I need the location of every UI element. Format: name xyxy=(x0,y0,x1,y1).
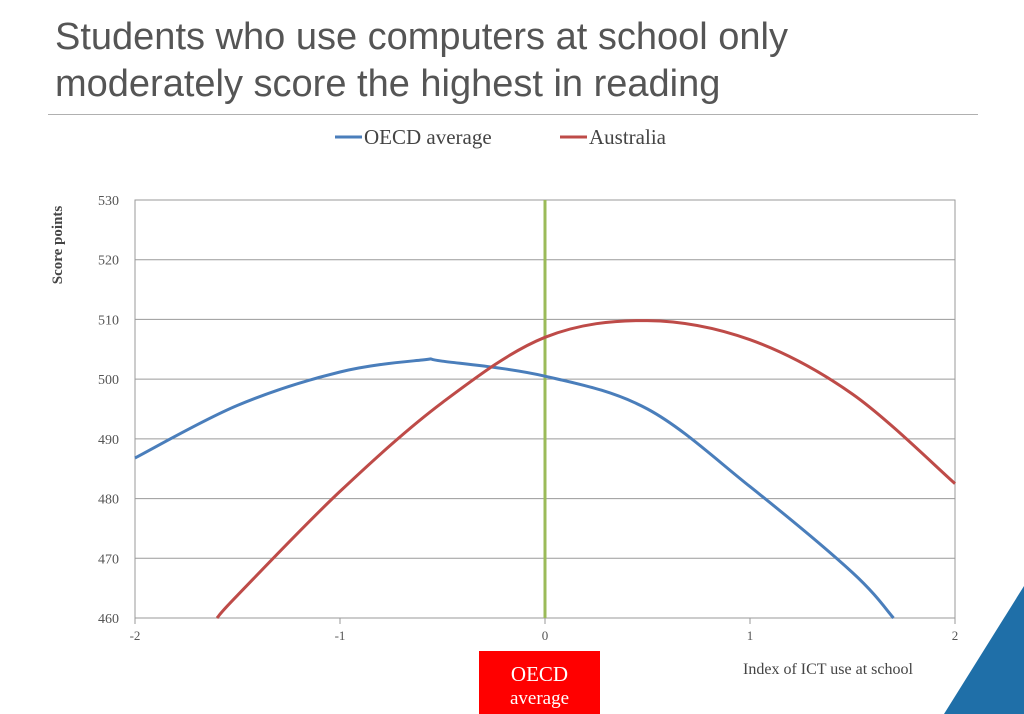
y-tick-label: 490 xyxy=(98,433,119,448)
x-tick-label: -1 xyxy=(335,628,346,643)
legend: OECD average Australia xyxy=(335,125,667,149)
series-line-australia xyxy=(215,319,956,619)
series-line-oecd-average xyxy=(134,357,895,619)
y-tick-label: 460 xyxy=(98,612,119,627)
x-axis-label: Index of ICT use at school xyxy=(743,661,913,678)
y-tick-label: 500 xyxy=(98,373,119,388)
legend-label-australia: Australia xyxy=(589,125,667,149)
slide-title: Students who use computers at school onl… xyxy=(55,16,788,105)
tick-labels: 460 470 480 490 500 510 520 530 -2 -1 0 1 2 xyxy=(98,194,958,643)
title-divider xyxy=(48,114,978,115)
y-tick-label: 530 xyxy=(98,194,119,209)
series-lines xyxy=(134,319,956,619)
y-axis-label: Score points xyxy=(50,206,66,285)
y-tick-label: 470 xyxy=(98,552,119,567)
y-tick-label: 510 xyxy=(98,313,119,328)
x-tick-label: -2 xyxy=(130,628,141,643)
x-tick-label: 2 xyxy=(952,628,959,643)
y-tick-label: 480 xyxy=(98,493,119,508)
x-tick-label: 1 xyxy=(747,628,754,643)
oecd-average-callout: OECD average xyxy=(479,651,600,714)
legend-label-oecd: OECD average xyxy=(364,125,492,149)
x-tick-label: 0 xyxy=(542,628,549,643)
callout-line1: OECD xyxy=(510,662,569,686)
callout-line2: average xyxy=(509,688,570,709)
y-tick-label: 520 xyxy=(98,254,119,269)
